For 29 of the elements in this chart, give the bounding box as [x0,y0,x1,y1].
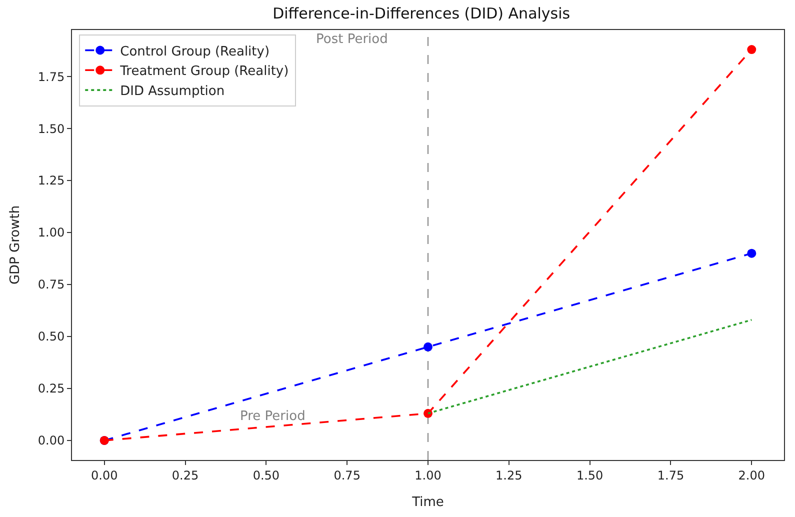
legend-label: Control Group (Reality) [120,44,270,60]
point [747,248,756,258]
x-tick-label: 0.50 [252,468,280,482]
y-tick-label: 0.25 [38,382,65,396]
legend-label: Treatment Group (Reality) [119,64,289,80]
chart-title: Difference-in-Differences (DID) Analysis [272,4,570,22]
annotation: Pre Period [240,409,306,424]
x-tick-label: 0.00 [91,468,118,482]
x-tick-label: 0.75 [334,468,360,482]
x-axis-title: Time [411,495,444,510]
y-tick-label: 0.75 [38,278,65,292]
x-tick-label: 2.00 [738,468,765,482]
x-tick-label: 1.00 [414,468,442,482]
x-tick-label: 1.50 [576,468,604,482]
y-tick-label: 1.75 [38,70,65,84]
y-tick-label: 0.00 [38,434,65,448]
y-tick-label: 1.00 [38,226,65,240]
point [747,45,756,54]
y-axis-title: GDP Growth [8,205,23,285]
y-tick-label: 1.25 [38,174,65,188]
point [424,342,432,352]
x-tick-label: 1.75 [657,468,684,482]
y-tick-label: 1.50 [38,122,65,136]
legend-label: DID Assumption [120,84,225,100]
x-tick-label: 0.25 [172,468,199,482]
y-tick-label: 0.50 [38,330,65,344]
x-tick-label: 1.25 [496,468,522,482]
point [424,408,432,418]
annotation: Post Period [316,32,388,47]
